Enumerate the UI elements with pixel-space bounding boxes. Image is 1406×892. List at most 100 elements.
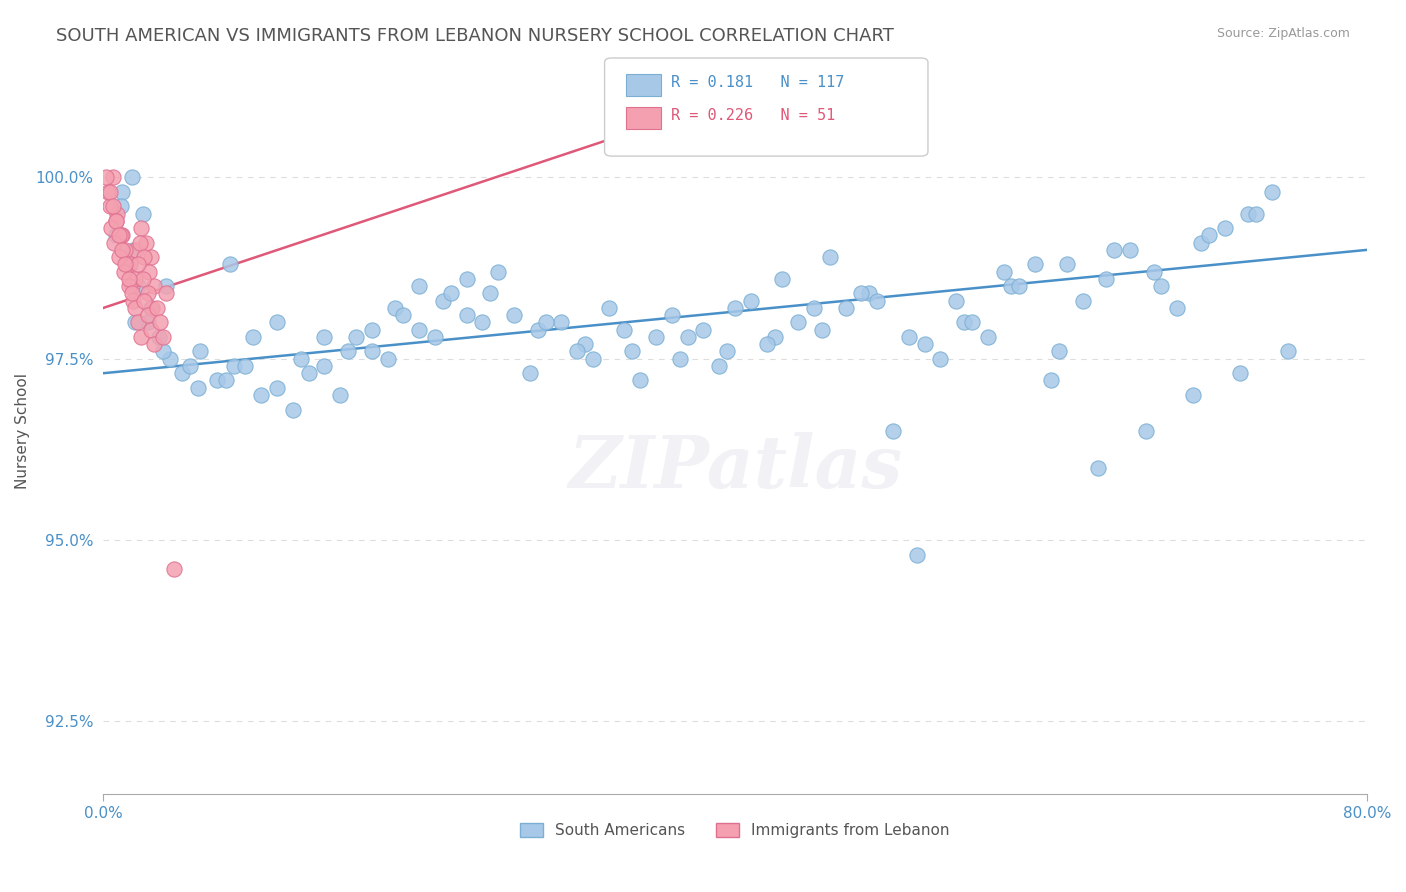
Text: R = 0.226   N = 51: R = 0.226 N = 51 [671, 109, 835, 123]
Point [205, 374, 228, 388]
Point [858, 286, 880, 301]
Point [129, 330, 152, 344]
Point [1198, 228, 1220, 243]
Point [297, 366, 319, 380]
Point [377, 351, 399, 366]
Point [110, 199, 132, 213]
Point [138, 265, 160, 279]
Point [676, 330, 699, 344]
Point [1039, 374, 1062, 388]
Y-axis label: Nursery School: Nursery School [15, 373, 30, 490]
Point [117, 279, 139, 293]
Point [628, 374, 651, 388]
Point [148, 330, 170, 344]
Point [621, 344, 644, 359]
Legend: South Americans, Immigrants from Lebanon: South Americans, Immigrants from Lebanon [515, 817, 956, 845]
Point [977, 330, 1000, 344]
Point [668, 351, 690, 366]
Point [152, 344, 174, 359]
Point [139, 323, 162, 337]
Point [1135, 424, 1157, 438]
Point [851, 286, 873, 301]
Point [98, 185, 121, 199]
Point [1150, 279, 1173, 293]
Point [96, 170, 118, 185]
Point [1000, 279, 1022, 293]
Point [111, 185, 134, 199]
Point [281, 402, 304, 417]
Point [142, 337, 165, 351]
Point [1102, 243, 1125, 257]
Point [360, 323, 382, 337]
Point [905, 548, 928, 562]
Point [709, 359, 731, 373]
Point [107, 206, 129, 220]
Point [218, 257, 240, 271]
Point [834, 301, 856, 315]
Point [1213, 221, 1236, 235]
Point [456, 308, 478, 322]
Point [770, 272, 793, 286]
Point [242, 330, 264, 344]
Point [266, 381, 288, 395]
Point [953, 315, 976, 329]
Point [172, 366, 194, 380]
Point [125, 243, 148, 257]
Point [456, 272, 478, 286]
Point [136, 286, 159, 301]
Point [122, 243, 145, 257]
Point [110, 228, 132, 243]
Point [108, 250, 131, 264]
Point [519, 366, 541, 380]
Point [423, 330, 446, 344]
Point [111, 228, 134, 243]
Text: SOUTH AMERICAN VS IMMIGRANTS FROM LEBANON NURSERY SCHOOL CORRELATION CHART: SOUTH AMERICAN VS IMMIGRANTS FROM LEBANO… [56, 27, 894, 45]
Point [1047, 344, 1070, 359]
Point [811, 323, 834, 337]
Point [803, 301, 825, 315]
Point [142, 279, 165, 293]
Point [550, 315, 572, 329]
Point [692, 323, 714, 337]
Point [290, 351, 312, 366]
Point [215, 374, 238, 388]
Point [408, 323, 430, 337]
Point [565, 344, 588, 359]
Point [135, 235, 157, 250]
Point [98, 199, 121, 213]
Point [314, 330, 336, 344]
Point [224, 359, 246, 373]
Point [344, 330, 367, 344]
Text: R = 0.181   N = 117: R = 0.181 N = 117 [671, 75, 844, 89]
Point [111, 243, 134, 257]
Point [945, 293, 967, 308]
Point [127, 257, 149, 271]
Point [127, 279, 149, 293]
Point [121, 170, 143, 185]
Point [582, 351, 605, 366]
Point [314, 359, 336, 373]
Point [136, 315, 159, 329]
Text: ZIPatlas: ZIPatlas [568, 432, 903, 503]
Point [740, 293, 762, 308]
Point [159, 351, 181, 366]
Point [132, 206, 155, 220]
Point [408, 279, 430, 293]
Point [1182, 388, 1205, 402]
Point [534, 315, 557, 329]
Point [360, 344, 382, 359]
Point [661, 308, 683, 322]
Point [503, 308, 526, 322]
Point [960, 315, 983, 329]
Point [104, 214, 127, 228]
Point [179, 359, 201, 373]
Point [574, 337, 596, 351]
Point [128, 235, 150, 250]
Point [139, 301, 162, 315]
Point [136, 308, 159, 322]
Point [1071, 293, 1094, 308]
Point [1056, 257, 1078, 271]
Point [120, 257, 142, 271]
Point [139, 250, 162, 264]
Point [141, 301, 163, 315]
